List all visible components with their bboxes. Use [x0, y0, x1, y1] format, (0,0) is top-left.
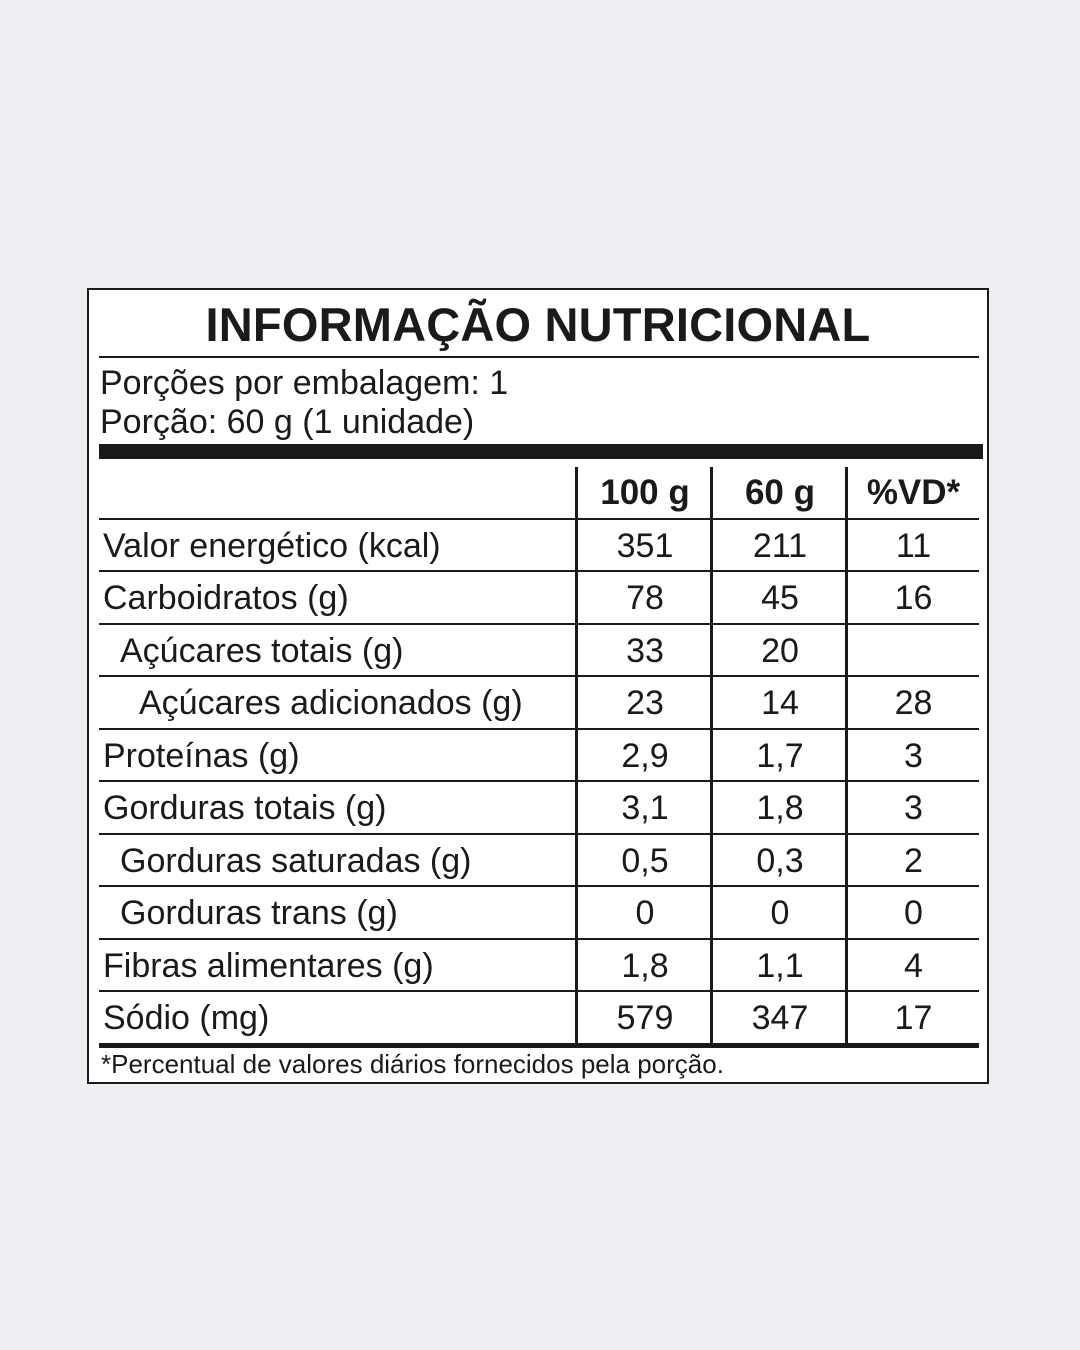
value-daily-percent: 0 — [904, 894, 923, 932]
value-per-portion: 1,1 — [756, 946, 804, 985]
nutrition-facts-label: INFORMAÇÃO NUTRICIONAL Porções por embal… — [87, 288, 989, 1084]
value-per-portion: 20 — [761, 631, 799, 670]
column-divider — [710, 467, 713, 1044]
value-per-100g: 2,9 — [621, 736, 669, 775]
row-divider — [99, 832, 979, 835]
nutrient-name: Açúcares totais (g) — [120, 631, 404, 670]
value-per-100g: 351 — [616, 526, 674, 565]
value-per-portion: 0 — [770, 894, 790, 932]
row-divider — [99, 517, 979, 520]
table-row: Gorduras saturadas (g) 0,5 0,3 2 — [99, 835, 979, 887]
row-divider — [99, 622, 979, 625]
value-daily-percent: 17 — [894, 999, 933, 1037]
table-header-row: 100 g 60 g %VD* — [99, 467, 979, 520]
servings-per-package: Porções por embalagem: 1 — [100, 364, 509, 402]
value-daily-percent: 16 — [894, 579, 933, 617]
table-row: Açúcares totais (g) 33 20 — [99, 625, 979, 678]
thick-divider — [99, 444, 983, 459]
row-divider — [99, 570, 979, 572]
value-daily-percent: 3 — [904, 789, 923, 827]
row-divider — [99, 780, 979, 782]
footnote: *Percentual de valores diários fornecido… — [101, 1049, 724, 1079]
value-per-100g: 33 — [626, 631, 664, 670]
nutrient-name: Valor energético (kcal) — [103, 526, 441, 565]
column-header-100g: 100 g — [600, 473, 690, 512]
label-title: INFORMAÇÃO NUTRICIONAL — [205, 298, 871, 351]
nutrient-name: Fibras alimentares (g) — [103, 946, 434, 985]
table-row: Gorduras totais (g) 3,1 1,8 3 — [99, 782, 979, 835]
value-daily-percent: 28 — [894, 684, 933, 722]
value-per-portion: 0,3 — [756, 841, 804, 880]
table-row: Açúcares adicionados (g) 23 14 28 — [99, 677, 979, 730]
nutrient-name: Carboidratos (g) — [103, 579, 349, 617]
value-daily-percent: 11 — [895, 526, 932, 565]
value-per-100g: 0,5 — [621, 841, 669, 880]
row-divider — [99, 937, 979, 940]
column-header-portion: 60 g — [744, 473, 816, 512]
bottom-divider — [99, 1043, 979, 1048]
table-row: Proteínas (g) 2,9 1,7 3 — [99, 730, 979, 782]
value-per-portion: 1,8 — [756, 789, 804, 827]
nutrient-name: Proteínas (g) — [103, 736, 300, 775]
column-divider — [845, 467, 848, 1044]
column-divider — [575, 467, 578, 1044]
serving-size: Porção: 60 g (1 unidade) — [100, 403, 475, 441]
table-row: Gorduras trans (g) 0 0 0 — [99, 887, 979, 940]
table-row: Sódio (mg) 579 347 17 — [99, 992, 979, 1045]
row-divider — [99, 885, 979, 887]
nutrient-name: Gorduras totais (g) — [103, 789, 387, 827]
value-daily-percent: 3 — [904, 736, 923, 775]
table-row: Fibras alimentares (g) 1,8 1,1 4 — [99, 940, 979, 992]
value-per-100g: 3,1 — [621, 789, 669, 827]
value-per-portion: 347 — [751, 999, 809, 1037]
value-per-portion: 1,7 — [756, 736, 804, 775]
nutrient-name: Gorduras trans (g) — [120, 894, 398, 932]
value-per-100g: 579 — [616, 999, 674, 1037]
value-per-100g: 78 — [626, 579, 664, 617]
nutrient-name: Gorduras saturadas (g) — [120, 841, 472, 880]
row-divider — [99, 675, 979, 677]
row-divider — [99, 990, 979, 992]
nutrient-name: Açúcares adicionados (g) — [139, 684, 523, 722]
table-row: Carboidratos (g) 78 45 16 — [99, 572, 979, 625]
value-daily-percent: 2 — [904, 841, 923, 880]
value-per-portion: 45 — [761, 579, 799, 617]
value-per-portion: 211 — [752, 526, 808, 565]
value-daily-percent — [848, 625, 979, 678]
value-per-100g: 23 — [626, 684, 664, 722]
value-per-100g: 0 — [635, 894, 655, 932]
value-per-portion: 14 — [761, 684, 799, 722]
table-row: Valor energético (kcal) 351 211 11 — [99, 520, 979, 572]
title-divider — [99, 356, 979, 358]
row-divider — [99, 727, 979, 730]
value-per-100g: 1,8 — [621, 946, 669, 985]
value-daily-percent: 4 — [904, 946, 923, 985]
nutrient-name: Sódio (mg) — [103, 999, 270, 1037]
column-header-dv: %VD* — [866, 473, 961, 512]
